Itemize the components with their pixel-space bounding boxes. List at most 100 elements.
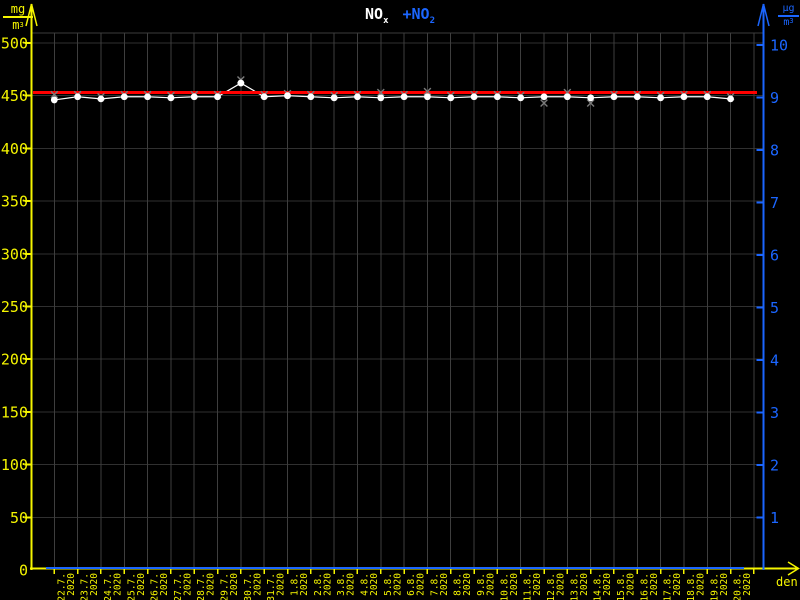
svg-text:2.8.: 2.8. (313, 573, 324, 596)
series-no2-label: +NO2 (402, 5, 435, 26)
svg-text:25.7.: 25.7. (126, 573, 137, 600)
svg-text:50: 50 (10, 509, 28, 527)
svg-text:2020: 2020 (89, 573, 100, 596)
left-and-bottom-axis (24, 4, 799, 574)
svg-text:2020: 2020 (182, 573, 193, 596)
svg-text:10.8.: 10.8. (499, 573, 510, 600)
svg-text:13.8.: 13.8. (569, 573, 580, 600)
left-unit-numerator: mg (10, 2, 26, 16)
svg-text:7: 7 (770, 194, 779, 212)
svg-text:19.8.: 19.8. (709, 573, 720, 600)
svg-text:150: 150 (1, 403, 28, 421)
svg-text:6: 6 (770, 247, 779, 265)
svg-text:2020: 2020 (625, 573, 636, 596)
svg-text:2020: 2020 (392, 573, 403, 596)
series-nox-label: NOx (365, 5, 389, 26)
svg-text:2020: 2020 (369, 573, 380, 596)
svg-text:16.8.: 16.8. (639, 573, 650, 600)
svg-text:1.8.: 1.8. (290, 573, 301, 596)
svg-text:400: 400 (1, 140, 28, 158)
svg-text:22.7.: 22.7. (56, 573, 67, 600)
svg-text:15.8.: 15.8. (616, 573, 627, 600)
svg-text:200: 200 (1, 351, 28, 369)
svg-text:2020: 2020 (416, 573, 427, 596)
fraction-bar (778, 15, 799, 17)
svg-text:300: 300 (1, 245, 28, 263)
y-left-tick-labels: 0 50 100 150 200 250 300 350 400 450 500 (1, 35, 28, 580)
nox-markers (50, 79, 734, 104)
svg-text:2020: 2020 (602, 573, 613, 596)
svg-text:8: 8 (770, 142, 779, 160)
svg-text:2020: 2020 (439, 573, 450, 596)
svg-text:12.8.: 12.8. (546, 573, 557, 600)
svg-text:2020: 2020 (136, 573, 147, 596)
svg-text:17.8.: 17.8. (663, 573, 674, 600)
x-axis-label: den (776, 575, 798, 589)
svg-text:2020: 2020 (346, 573, 357, 596)
svg-text:2020: 2020 (509, 573, 520, 596)
right-unit-numerator: µg (782, 3, 795, 14)
right-axis-unit: µg m3 (778, 4, 799, 28)
svg-text:2020: 2020 (299, 573, 310, 596)
svg-text:2020: 2020 (252, 573, 263, 596)
svg-text:3: 3 (770, 404, 779, 422)
svg-text:450: 450 (1, 87, 28, 105)
svg-text:2020: 2020 (579, 573, 590, 596)
svg-text:5.8.: 5.8. (383, 573, 394, 596)
svg-text:27.7.: 27.7. (173, 573, 184, 600)
svg-text:20.8.: 20.8. (733, 573, 744, 600)
y-left-arrowhead (25, 3, 38, 27)
svg-text:31.7.: 31.7. (266, 573, 277, 600)
svg-text:2: 2 (770, 457, 779, 475)
svg-text:2020: 2020 (532, 573, 543, 596)
svg-text:2020: 2020 (462, 573, 473, 596)
svg-text:5: 5 (770, 299, 779, 317)
svg-text:29.7.: 29.7. (220, 573, 231, 600)
svg-text:3.8.: 3.8. (336, 573, 347, 596)
svg-text:7.8.: 7.8. (429, 573, 440, 596)
svg-text:0: 0 (19, 562, 28, 580)
y-right-tick-labels: 1 2 3 4 5 6 7 8 9 10 (770, 37, 788, 528)
right-axis (756, 4, 765, 570)
svg-text:2020: 2020 (742, 573, 753, 596)
svg-text:14.8.: 14.8. (593, 573, 604, 600)
grid (31, 32, 764, 568)
svg-text:2020: 2020 (695, 573, 706, 596)
svg-text:24.7.: 24.7. (103, 573, 114, 600)
svg-text:2020: 2020 (322, 573, 333, 596)
svg-text:250: 250 (1, 298, 28, 316)
svg-text:500: 500 (1, 35, 28, 53)
svg-text:10: 10 (770, 37, 788, 55)
svg-text:2020: 2020 (672, 573, 683, 596)
svg-text:9.8.: 9.8. (476, 573, 487, 596)
right-unit-denominator: m3 (783, 17, 794, 28)
y-right-arrowhead (757, 3, 770, 27)
svg-text:2020: 2020 (556, 573, 567, 596)
svg-text:100: 100 (1, 456, 28, 474)
svg-text:23.7.: 23.7. (80, 573, 91, 600)
svg-text:2020: 2020 (719, 573, 730, 596)
svg-text:9: 9 (770, 89, 779, 107)
left-axis-unit: mg m3 (3, 3, 33, 31)
svg-text:2020: 2020 (649, 573, 660, 596)
svg-text:18.8.: 18.8. (686, 573, 697, 600)
x-tick-labels: 22.7.2020 23.7.2020 24.7.2020 25.7.2020 26.7… (56, 573, 753, 600)
svg-text:8.8.: 8.8. (453, 573, 464, 596)
fraction-bar (3, 16, 33, 18)
svg-text:2020: 2020 (276, 573, 287, 596)
svg-text:2020: 2020 (206, 573, 217, 596)
left-unit-denominator: m3 (12, 18, 24, 32)
svg-text:4: 4 (770, 352, 779, 370)
svg-text:2020: 2020 (159, 573, 170, 596)
x-arrowhead (787, 561, 800, 576)
svg-text:26.7.: 26.7. (150, 573, 161, 600)
svg-text:2020: 2020 (486, 573, 497, 596)
svg-text:350: 350 (1, 193, 28, 211)
svg-text:30.7.: 30.7. (243, 573, 254, 600)
svg-text:28.7.: 28.7. (196, 573, 207, 600)
svg-text:11.8.: 11.8. (523, 573, 534, 600)
svg-text:1: 1 (770, 509, 779, 527)
svg-text:4.8.: 4.8. (359, 573, 370, 596)
